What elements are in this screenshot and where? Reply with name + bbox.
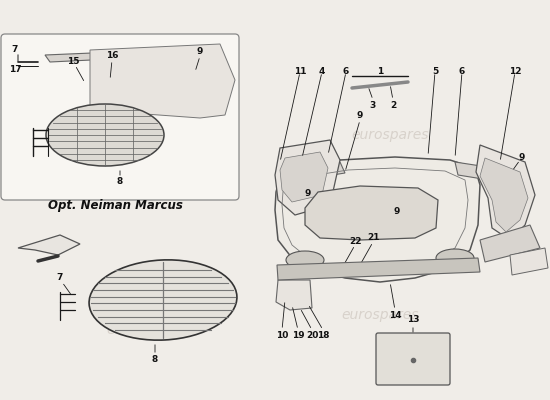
Text: 22: 22 [349,236,361,246]
Polygon shape [510,248,548,275]
Polygon shape [480,158,528,232]
Polygon shape [90,44,235,118]
Text: 9: 9 [305,190,311,198]
Text: 9: 9 [357,112,363,120]
Text: 19: 19 [292,330,304,340]
Text: eurospares: eurospares [91,148,169,162]
Polygon shape [476,145,535,240]
Text: 9: 9 [197,48,203,56]
Polygon shape [276,280,312,310]
Polygon shape [45,48,215,62]
Text: 1: 1 [377,68,383,76]
FancyBboxPatch shape [1,34,239,200]
Text: 3: 3 [370,100,376,110]
Text: 15: 15 [67,58,79,66]
Text: 6: 6 [343,68,349,76]
Text: eurospares: eurospares [351,128,429,142]
Polygon shape [275,140,340,215]
Text: 6: 6 [459,68,465,76]
Text: 16: 16 [106,52,118,60]
Text: 14: 14 [389,310,402,320]
Text: 20: 20 [306,330,318,340]
Polygon shape [275,157,480,282]
Text: 13: 13 [407,316,419,324]
Polygon shape [305,186,438,240]
FancyBboxPatch shape [376,333,450,385]
Text: 7: 7 [57,272,63,282]
Polygon shape [455,162,520,185]
Text: 18: 18 [317,330,329,340]
Text: 9: 9 [394,206,400,216]
Text: 8: 8 [152,354,158,364]
Text: eurospares: eurospares [341,308,419,322]
Polygon shape [277,258,480,280]
Text: 21: 21 [368,234,380,242]
Text: 9: 9 [519,152,525,162]
Ellipse shape [286,251,324,269]
Ellipse shape [89,260,237,340]
Text: 7: 7 [12,44,18,54]
Text: 11: 11 [294,68,306,76]
Ellipse shape [436,249,474,267]
Text: 12: 12 [509,68,521,76]
Polygon shape [480,225,540,262]
Text: 2: 2 [390,100,396,110]
Text: 10: 10 [276,330,288,340]
Text: 17: 17 [9,66,21,74]
Text: 8: 8 [117,178,123,186]
Polygon shape [278,162,345,183]
Text: 5: 5 [432,68,438,76]
Text: Opt. Neiman Marcus: Opt. Neiman Marcus [47,198,183,212]
Polygon shape [280,152,328,202]
Text: 4: 4 [319,68,325,76]
Polygon shape [18,235,80,255]
Ellipse shape [46,104,164,166]
Text: eurospares: eurospares [106,323,184,337]
